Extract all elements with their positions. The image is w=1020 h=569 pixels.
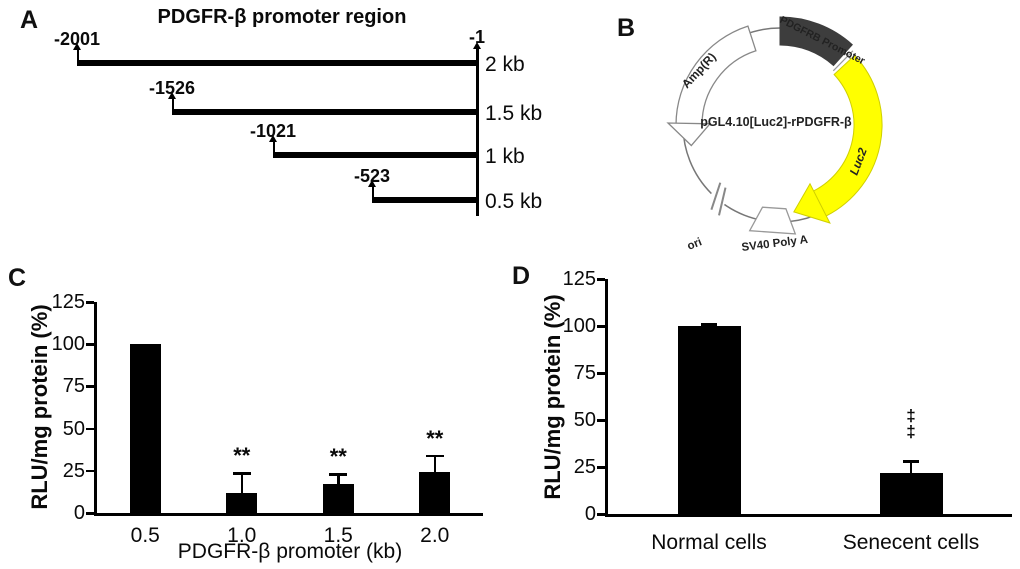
construct-position-label: -1021 — [249, 121, 297, 141]
up-arrow-icon — [368, 180, 377, 187]
error-bar-whisker — [337, 474, 340, 485]
y-tick-label: 0 — [73, 502, 85, 524]
error-bar-whisker — [433, 455, 437, 473]
y-tick — [597, 513, 605, 516]
construct-bar — [372, 197, 479, 203]
construct-size-label: 1 kb — [485, 145, 525, 168]
transcription-start-axis — [476, 49, 479, 216]
x-axis — [605, 514, 1012, 517]
construct-bar — [77, 60, 479, 66]
y-tick-label: 25 — [573, 456, 596, 478]
panel-b-label: B — [617, 14, 636, 42]
plasmid-map: PDGFRB Promoter Luc2 Amp(R) ori SV40 Pol… — [666, 14, 883, 254]
luc2-arrowhead-icon — [793, 182, 831, 224]
panel-a-label: A — [20, 6, 39, 34]
construct-position-label: -523 — [353, 166, 391, 186]
up-arrow-icon — [269, 135, 278, 142]
promoter-region-title: PDGFR-β promoter region — [157, 6, 407, 28]
y-tick — [597, 466, 605, 469]
plasmid-name-label: pGL4.10[Luc2]-rPDGFR-β — [700, 115, 852, 129]
y-tick-label: 100 — [51, 333, 85, 356]
y-tick-label: 75 — [573, 362, 596, 384]
luc2-arc — [809, 54, 883, 219]
x-category-label: 1.0 — [227, 524, 257, 547]
error-bar-cap — [425, 454, 444, 458]
bar — [879, 472, 943, 514]
y-axis-title: RLU/mg protein (%) — [540, 294, 565, 500]
construct-position-label: -1526 — [148, 78, 196, 98]
y-axis — [94, 302, 97, 516]
y-tick — [597, 419, 605, 422]
up-arrow-icon — [168, 92, 177, 99]
y-tick — [86, 301, 94, 304]
x-axis-title: PDGFR-β promoter (kb) — [177, 540, 403, 563]
bar — [677, 326, 741, 514]
panel-c-label: C — [8, 264, 27, 292]
y-tick-label: 125 — [562, 268, 596, 290]
error-bar-cap — [701, 323, 717, 326]
bar — [129, 344, 161, 513]
promoter-luc2-divider — [832, 50, 854, 72]
ori-break-icon — [718, 187, 727, 216]
y-tick — [86, 343, 94, 346]
y-tick-label: 25 — [62, 459, 85, 482]
y-tick-label: 75 — [62, 375, 85, 398]
y-axis-title: RLU/mg protein (%) — [27, 304, 52, 510]
construct-bar — [172, 109, 479, 115]
y-tick — [86, 512, 94, 515]
y-tick-label: 0 — [584, 503, 596, 525]
y-tick — [597, 325, 605, 328]
construct-size-label: 2 kb — [485, 53, 525, 76]
sv40-polya-box — [748, 206, 797, 235]
construct-size-label: 1.5 kb — [485, 102, 543, 125]
error-bar-cap — [903, 460, 919, 463]
y-tick-label: 100 — [562, 315, 596, 337]
ori-break-icon — [710, 182, 722, 211]
x-category-label: Normal cells — [651, 531, 767, 554]
construct-arrow-stem — [171, 98, 174, 109]
significance-marker: ‡ ‡ — [906, 406, 916, 441]
x-category-label: 0.5 — [130, 524, 160, 547]
x-category-label: Senecent cells — [842, 531, 980, 554]
bar — [322, 484, 354, 513]
y-tick — [86, 385, 94, 388]
y-tick-label: 125 — [51, 291, 85, 313]
bar — [226, 492, 258, 513]
construct-position-label: -2001 — [53, 29, 101, 49]
x-category-label: 1.5 — [323, 524, 353, 547]
pdgfrb-promoter-arc — [779, 16, 854, 67]
x-category-label: 2.0 — [420, 524, 450, 547]
sv40-polya-label: SV40 Poly A — [741, 234, 809, 254]
significance-marker: ** — [329, 444, 347, 470]
error-bar-cap — [329, 473, 348, 476]
construct-bar — [273, 152, 479, 158]
y-tick — [86, 469, 94, 473]
up-arrow-icon — [472, 42, 481, 49]
construct-arrow-stem — [371, 186, 374, 197]
construct-arrow-stem — [76, 49, 79, 60]
y-tick — [597, 372, 605, 375]
significance-marker: ** — [426, 425, 444, 451]
ori-label: ori — [686, 236, 704, 253]
bar — [419, 472, 451, 513]
panel-d-label: D — [512, 262, 531, 290]
error-bar-whisker — [909, 461, 913, 473]
y-tick — [86, 427, 94, 431]
y-axis — [605, 279, 608, 517]
significance-marker: ** — [233, 443, 251, 469]
amp-arrowhead-icon — [666, 122, 712, 147]
y-tick-label: 50 — [573, 409, 596, 431]
construct-arrow-stem — [272, 141, 275, 152]
up-arrow-icon — [73, 43, 82, 50]
x-axis — [94, 513, 483, 516]
error-bar-whisker — [240, 473, 244, 493]
y-tick — [597, 278, 605, 281]
construct-size-label: 0.5 kb — [485, 190, 543, 213]
y-tick-label: 50 — [62, 417, 85, 440]
error-bar-cap — [232, 472, 251, 475]
